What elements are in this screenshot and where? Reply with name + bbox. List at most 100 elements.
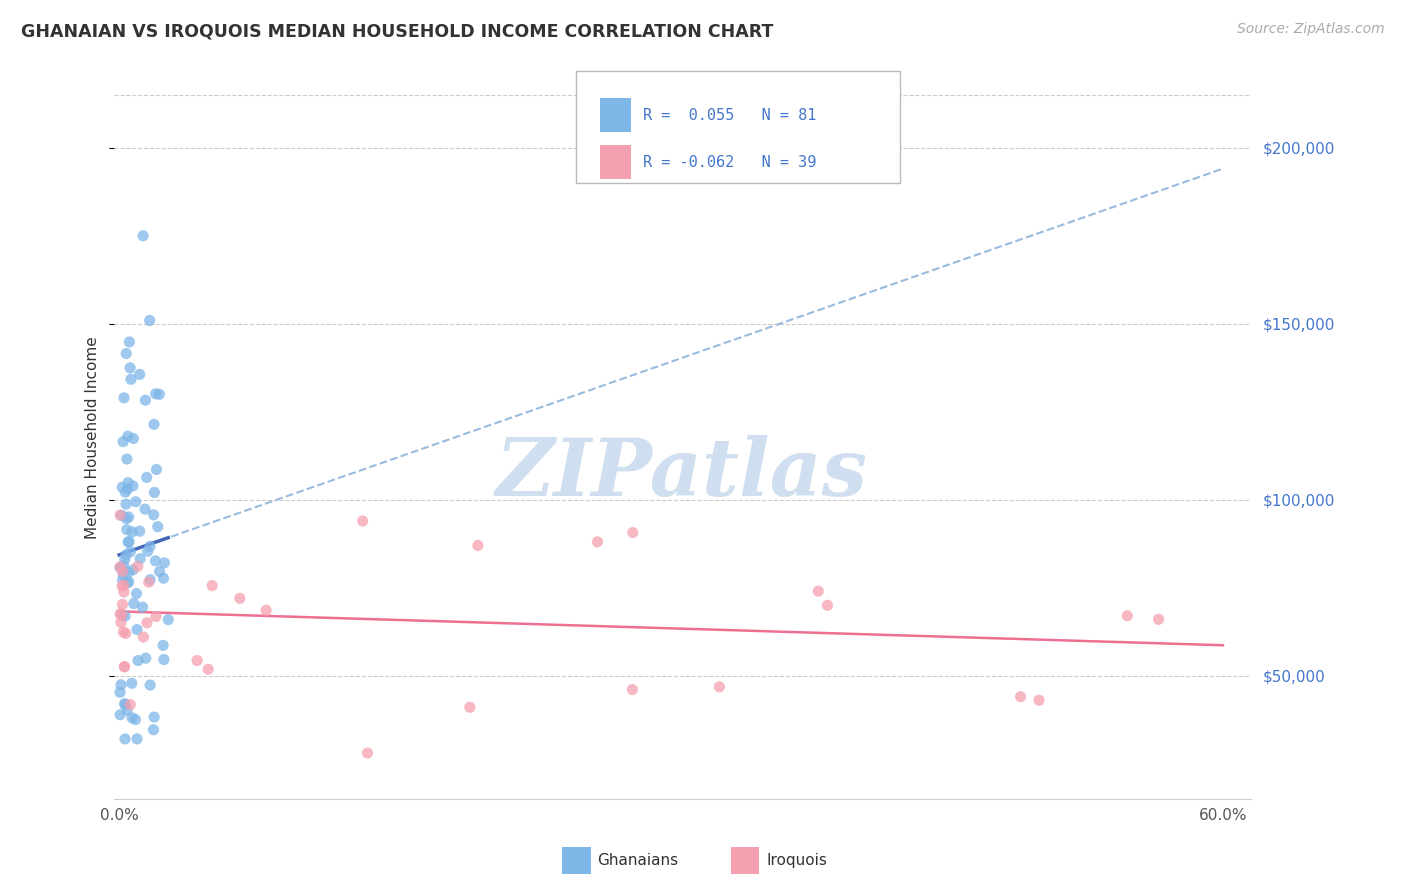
- Point: [127, 559, 149, 574]
- Point: [114, 659, 136, 673]
- Point: [118, 574, 141, 589]
- Point: [142, 508, 165, 522]
- Point: [134, 393, 156, 408]
- Point: [132, 228, 155, 243]
- Point: [134, 502, 156, 516]
- Point: [143, 710, 166, 724]
- Point: [121, 711, 143, 725]
- Point: [352, 514, 374, 528]
- Point: [145, 609, 167, 624]
- Point: [142, 723, 165, 737]
- Point: [197, 662, 219, 676]
- Point: [125, 494, 148, 508]
- Point: [118, 534, 141, 549]
- Point: [118, 510, 141, 524]
- Point: [127, 654, 149, 668]
- Point: [131, 600, 153, 615]
- Point: [110, 678, 132, 692]
- Point: [117, 576, 139, 591]
- Point: [586, 535, 609, 549]
- Point: [229, 591, 252, 606]
- Point: [138, 575, 160, 590]
- Point: [146, 519, 169, 533]
- Point: [145, 554, 167, 568]
- Point: [467, 538, 489, 552]
- Point: [125, 586, 148, 600]
- Point: [114, 609, 136, 624]
- Point: [1116, 608, 1139, 623]
- Point: [807, 584, 830, 599]
- Point: [143, 417, 166, 432]
- Text: Source: ZipAtlas.com: Source: ZipAtlas.com: [1237, 22, 1385, 37]
- Point: [114, 697, 136, 711]
- Point: [129, 551, 152, 566]
- Point: [148, 565, 170, 579]
- Point: [111, 508, 134, 523]
- Text: R = -0.062   N = 39: R = -0.062 N = 39: [643, 155, 815, 169]
- Point: [112, 585, 135, 599]
- Point: [111, 565, 134, 579]
- Point: [458, 700, 481, 714]
- Point: [152, 638, 174, 652]
- Point: [1010, 690, 1032, 704]
- Point: [121, 676, 143, 690]
- Point: [108, 707, 131, 722]
- Point: [186, 653, 208, 667]
- Point: [117, 429, 139, 443]
- Point: [121, 524, 143, 539]
- Point: [621, 682, 644, 697]
- Point: [111, 598, 134, 612]
- Point: [122, 597, 145, 611]
- Text: Iroquois: Iroquois: [766, 854, 827, 868]
- Point: [122, 432, 145, 446]
- Point: [153, 556, 176, 570]
- Point: [136, 544, 159, 558]
- Point: [128, 368, 150, 382]
- Point: [143, 485, 166, 500]
- Point: [108, 560, 131, 574]
- Point: [112, 558, 135, 573]
- Point: [108, 559, 131, 574]
- Point: [120, 372, 142, 386]
- Point: [115, 452, 138, 467]
- Point: [128, 524, 150, 539]
- Point: [138, 313, 160, 327]
- Point: [621, 525, 644, 540]
- Point: [108, 685, 131, 699]
- Point: [115, 703, 138, 717]
- Point: [122, 479, 145, 493]
- Point: [114, 660, 136, 674]
- Y-axis label: Median Household Income: Median Household Income: [86, 336, 100, 540]
- Point: [114, 698, 136, 712]
- Text: R =  0.055   N = 81: R = 0.055 N = 81: [643, 108, 815, 122]
- Point: [139, 678, 162, 692]
- Text: GHANAIAN VS IROQUOIS MEDIAN HOUSEHOLD INCOME CORRELATION CHART: GHANAIAN VS IROQUOIS MEDIAN HOUSEHOLD IN…: [21, 22, 773, 40]
- Point: [115, 548, 138, 562]
- Point: [120, 545, 142, 559]
- Point: [148, 387, 170, 401]
- Point: [125, 623, 148, 637]
- Point: [115, 346, 138, 360]
- Point: [145, 386, 167, 401]
- Point: [112, 624, 135, 639]
- Text: Ghanaians: Ghanaians: [598, 854, 679, 868]
- Point: [709, 680, 731, 694]
- Point: [254, 603, 277, 617]
- Point: [115, 511, 138, 525]
- Point: [111, 480, 134, 494]
- Point: [112, 391, 135, 405]
- Point: [118, 334, 141, 349]
- Point: [153, 652, 176, 666]
- Point: [1028, 693, 1050, 707]
- Point: [114, 626, 136, 640]
- Point: [114, 731, 136, 746]
- Point: [356, 746, 378, 760]
- Point: [152, 571, 174, 585]
- Point: [201, 578, 224, 592]
- Point: [117, 535, 139, 549]
- Point: [111, 608, 134, 623]
- Point: [115, 497, 138, 511]
- Point: [120, 698, 142, 712]
- Point: [136, 615, 159, 630]
- Point: [115, 523, 138, 537]
